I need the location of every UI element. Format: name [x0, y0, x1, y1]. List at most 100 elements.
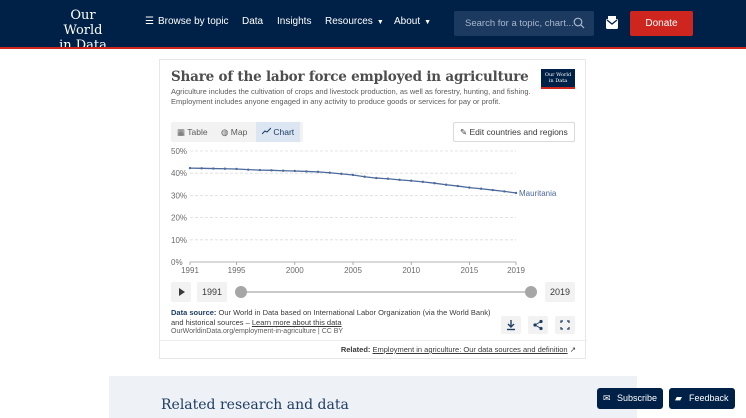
search-placeholder: Search for a topic, chart... [465, 18, 574, 29]
source-prefix: Data source: [171, 308, 217, 317]
data-point [305, 170, 308, 173]
tab-map-label: Map [230, 127, 248, 137]
data-point [235, 167, 238, 171]
learn-more-link[interactable]: Learn more about this data [251, 317, 342, 327]
search-icon[interactable] [573, 17, 585, 29]
tab-chart[interactable]: Chart [256, 122, 301, 142]
data-point [468, 186, 471, 189]
timeline-controls: 1991 2019 [171, 282, 576, 302]
browse-by-topic-button[interactable]: ☰ Browse by topic [145, 16, 229, 27]
line-chart: 0% 10% 20% 30% 40% 50% 1991 1995 2000 2005 2010 201… [171, 147, 557, 275]
related-link[interactable]: Employment in agriculture: Our data sour… [372, 345, 568, 354]
chart-card: Share of the labor force employed in agr… [159, 59, 587, 359]
data-point [398, 178, 401, 182]
x-tick-label: 2005 [344, 266, 362, 275]
badge-line-1: Our World [544, 72, 572, 78]
data-point [316, 170, 320, 174]
data-point [328, 171, 331, 174]
nav-accent-line [0, 47, 746, 49]
chevron-down-icon: ▼ [376, 19, 384, 26]
play-button[interactable] [171, 282, 191, 302]
data-point [491, 188, 494, 192]
tab-table[interactable]: ▦ Table [171, 122, 214, 142]
nav-about-menu[interactable]: About ▼ [394, 16, 431, 27]
nav-resources-menu[interactable]: Resources ▼ [325, 16, 384, 27]
data-point [410, 179, 413, 182]
timeline-end-handle[interactable] [525, 286, 537, 298]
data-point [281, 169, 285, 172]
related-prefix: Related: [340, 345, 371, 354]
data-point [503, 190, 506, 193]
y-tick-label: 0% [171, 258, 183, 267]
timeline-slider-track[interactable] [241, 291, 531, 293]
speech-bubble-icon: ▰ [675, 393, 682, 403]
x-tick-label: 1991 [181, 266, 199, 275]
play-icon [179, 288, 185, 296]
logo-line-1: Our World [63, 8, 103, 38]
browse-by-topic-label: Browse by topic [157, 16, 229, 27]
y-tick-label: 10% [171, 236, 187, 245]
globe-icon: ◍ [221, 127, 229, 137]
data-point [421, 180, 425, 184]
y-tick-label: 30% [171, 191, 187, 200]
y-tick-label: 20% [171, 214, 187, 223]
related-line: Related: Employment in agriculture: Our … [160, 345, 576, 354]
search-input[interactable]: Search for a topic, chart... [454, 11, 594, 36]
download-button[interactable] [501, 316, 521, 334]
x-tick-label: 2019 [507, 266, 525, 275]
tab-map[interactable]: ◍ Map [215, 122, 253, 142]
data-point [479, 187, 483, 190]
divider [160, 340, 587, 341]
data-point [188, 166, 192, 170]
data-point [444, 183, 448, 186]
chart-subtitle: Agriculture includes the cultivation of … [171, 87, 531, 106]
x-tick-label: 1995 [228, 266, 246, 275]
feedback-button[interactable]: ▰ Feedback [669, 388, 735, 409]
data-point [200, 167, 203, 170]
newsletter-icon[interactable] [604, 15, 620, 31]
data-point [433, 181, 436, 185]
pencil-icon: ✎ [460, 127, 468, 137]
y-tick-label: 50% [171, 147, 187, 156]
timeline-start-year[interactable]: 1991 [197, 282, 227, 302]
badge-line-2: in Data [548, 78, 568, 84]
timeline-start-handle[interactable] [235, 286, 247, 298]
envelope-icon: ✉ [603, 393, 611, 403]
share-icon [533, 319, 543, 331]
nav-data-link[interactable]: Data [242, 16, 264, 27]
feedback-label: Feedback [689, 393, 729, 403]
edit-countries-label: Edit countries and regions [469, 127, 568, 137]
fullscreen-button[interactable] [555, 316, 575, 334]
nav-insights-link[interactable]: Insights [277, 16, 312, 27]
source-text: Our World in Data based on International… [171, 308, 491, 327]
timeline-end-year[interactable]: 2019 [545, 282, 575, 302]
list-icon: ☰ [145, 16, 154, 27]
donate-button[interactable]: Donate [630, 11, 693, 36]
y-tick-label: 40% [171, 169, 187, 178]
nav-about-label: About [394, 16, 421, 27]
subscribe-button[interactable]: ✉ Subscribe [597, 388, 663, 409]
download-icon [507, 320, 515, 331]
data-point [351, 173, 355, 177]
x-tick-label: 2015 [461, 266, 479, 275]
chart-url[interactable]: OurWorldinData.org/employment-in-agricul… [171, 328, 344, 335]
data-point [258, 168, 262, 172]
share-button[interactable] [528, 316, 548, 334]
data-point [247, 168, 250, 171]
related-research-section [109, 376, 637, 418]
data-point [212, 167, 215, 170]
top-navbar: Our World in Data ☰ Browse by topic Data … [0, 0, 746, 53]
data-point [386, 177, 390, 180]
owid-badge-logo[interactable]: Our World in Data [541, 69, 575, 89]
data-point [223, 167, 227, 170]
data-point [375, 176, 378, 180]
series-line [189, 167, 517, 194]
owid-logo[interactable]: Our World in Data [52, 8, 114, 53]
data-point [340, 172, 343, 176]
logo-line-2: in Data [59, 38, 107, 53]
nav-resources-label: Resources [325, 16, 373, 27]
chevron-down-icon: ▼ [424, 19, 432, 26]
data-point [363, 175, 366, 178]
line-chart-icon [261, 127, 272, 135]
edit-countries-button[interactable]: ✎ Edit countries and regions [453, 122, 575, 142]
